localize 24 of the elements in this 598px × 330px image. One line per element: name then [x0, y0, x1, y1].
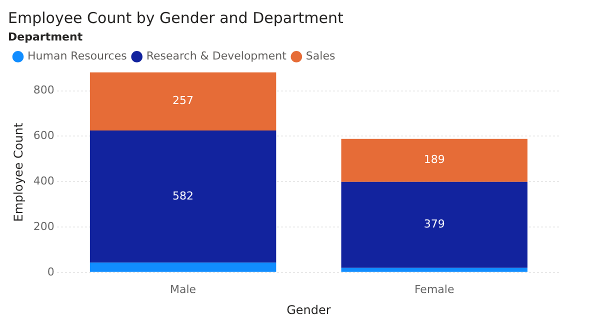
- bar: [90, 130, 276, 263]
- bar: [90, 72, 276, 131]
- legend-label: Research & Development: [146, 50, 288, 63]
- y-axis-title: Employee Count: [11, 122, 26, 222]
- data-label: 189: [424, 153, 445, 166]
- x-tick-label: Female: [414, 282, 454, 296]
- legend-label: Sales: [306, 50, 336, 63]
- y-tick-label: 400: [33, 174, 54, 188]
- y-tick-label: 600: [33, 129, 54, 142]
- data-label: 257: [172, 94, 194, 108]
- chart-title: Employee Count by Gender and Department: [8, 8, 344, 27]
- x-axis-title: Gender: [286, 302, 331, 317]
- data-label: 582: [172, 189, 194, 202]
- bar: [341, 138, 528, 182]
- data-label: 379: [424, 218, 445, 231]
- y-tick-label: 0: [47, 265, 54, 278]
- bar: [341, 268, 528, 272]
- y-tick-label: 800: [33, 84, 54, 97]
- legend-label: Human Resources: [28, 50, 128, 63]
- y-tick-label: 200: [33, 220, 54, 233]
- legend-title: Department: [8, 30, 83, 44]
- bar: [341, 182, 528, 268]
- x-tick-label: Male: [170, 282, 196, 296]
- bar: [90, 262, 276, 272]
